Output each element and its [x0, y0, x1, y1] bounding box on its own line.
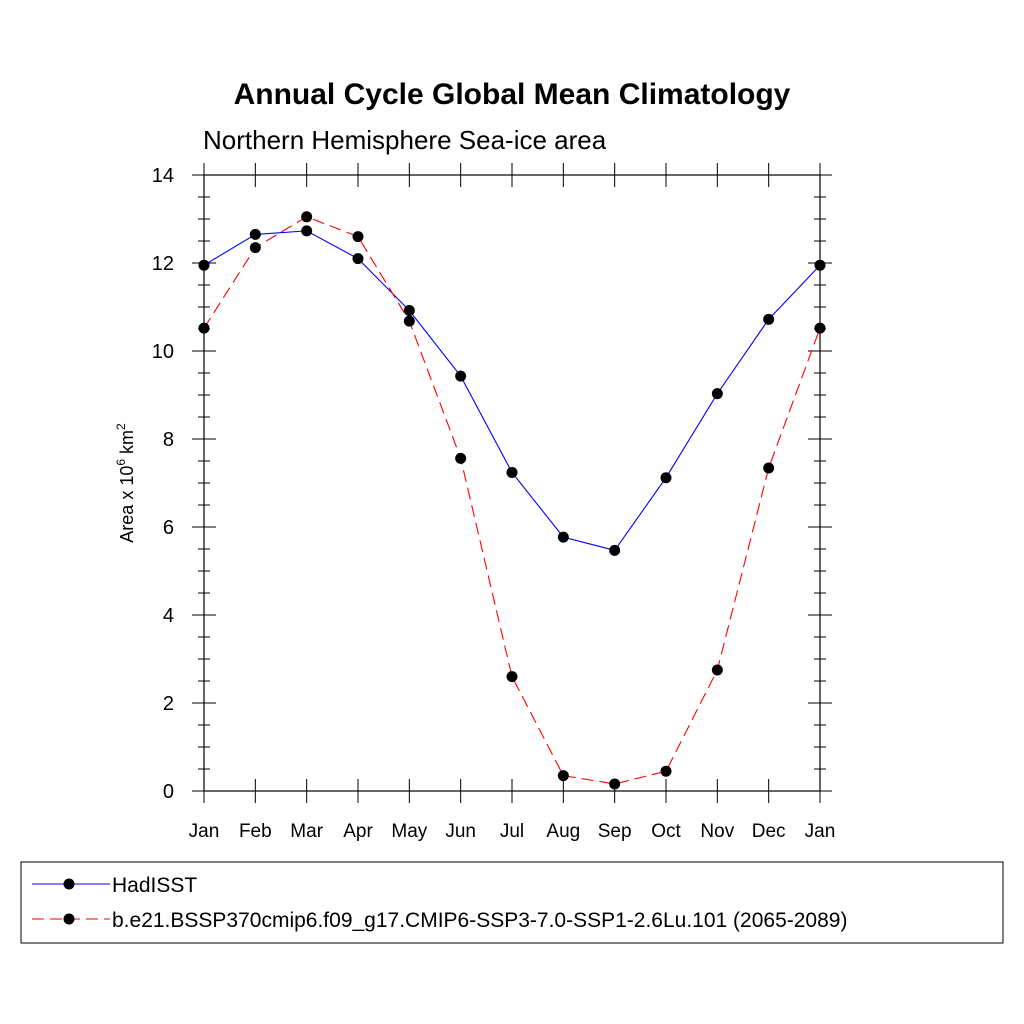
series-line [203, 216, 821, 785]
data-point [249, 228, 261, 240]
data-point [557, 770, 569, 782]
data-point [352, 231, 364, 243]
data-point [763, 462, 775, 474]
x-tick-label: Nov [700, 821, 734, 842]
y-tick-label: 4 [163, 605, 174, 627]
data-point [609, 778, 621, 790]
legend-marker [63, 913, 75, 925]
x-tick-label: Jul [500, 821, 524, 842]
legend-box [20, 861, 1004, 944]
data-point [763, 313, 775, 325]
data-point [814, 322, 826, 334]
data-point [506, 671, 518, 683]
y-tick-labels: 0 2 4 6 8 10 12 14 [152, 165, 174, 803]
legend-entry-2: b.e21.BSSP370cmip6.f09_g17.CMIP6-SSP3-7.… [32, 909, 847, 932]
legend-marker [63, 878, 75, 890]
y-tick-label: 0 [163, 781, 174, 803]
x-tick-label: Sep [598, 821, 632, 842]
major-ticks [192, 163, 832, 803]
x-tick-label: Apr [343, 821, 373, 842]
data-point [352, 253, 364, 265]
data-point [506, 466, 518, 478]
x-tick-label: Jan [805, 821, 836, 842]
data-point [660, 472, 672, 484]
series-1 [198, 225, 826, 556]
series-layer [198, 211, 826, 790]
data-point [301, 225, 313, 237]
y-tick-label: 6 [163, 517, 174, 539]
data-point [249, 242, 261, 254]
y-axis-label-exp1: 6 [114, 459, 128, 466]
series-2 [198, 211, 826, 790]
x-tick-label: May [391, 821, 427, 842]
y-axis-label-main: Area x 10 [117, 466, 137, 543]
data-point [455, 452, 467, 464]
x-tick-label: Jan [189, 821, 220, 842]
data-point [403, 305, 415, 317]
data-point [198, 322, 210, 334]
data-point [301, 211, 313, 223]
legend-entry-1: HadISST [32, 874, 197, 897]
legend-label: HadISST [112, 874, 197, 897]
y-tick-label: 12 [152, 253, 174, 275]
x-tick-label: Oct [651, 821, 681, 842]
legend: HadISST b.e21.BSSP370cmip6.f09_g17.CMIP6-… [32, 874, 847, 932]
y-axis-label-exp2: 2 [114, 423, 128, 430]
chart-subtitle: Northern Hemisphere Sea-ice area [203, 125, 607, 155]
series-line [203, 230, 821, 551]
data-point [711, 664, 723, 676]
data-point [557, 531, 569, 543]
y-tick-label: 10 [152, 341, 174, 363]
data-point [403, 315, 415, 327]
y-axis-label-unit: km [117, 430, 137, 459]
y-tick-label: 8 [163, 429, 174, 451]
data-point [609, 544, 621, 556]
x-tick-label: Dec [752, 821, 786, 842]
x-tick-label: Feb [239, 821, 272, 842]
data-point [814, 259, 826, 271]
legend-label: b.e21.BSSP370cmip6.f09_g17.CMIP6-SSP3-7.… [112, 909, 847, 932]
data-point [711, 388, 723, 400]
x-tick-label: Jun [445, 821, 476, 842]
data-point [660, 765, 672, 777]
x-tick-label: Mar [290, 821, 323, 842]
x-tick-labels: Jan Feb Mar Apr May Jun Jul Aug Sep Oct Nov Dec Jan [189, 821, 836, 842]
minor-ticks [198, 174, 826, 792]
data-point [198, 259, 210, 271]
y-tick-label: 14 [152, 165, 174, 187]
plot-frame [203, 174, 821, 792]
x-tick-label: Aug [546, 821, 580, 842]
y-axis-label: Area x 106 km2 [114, 423, 137, 543]
data-point [455, 370, 467, 382]
y-tick-label: 2 [163, 693, 174, 715]
chart-title: Annual Cycle Global Mean Climatology [234, 78, 791, 111]
